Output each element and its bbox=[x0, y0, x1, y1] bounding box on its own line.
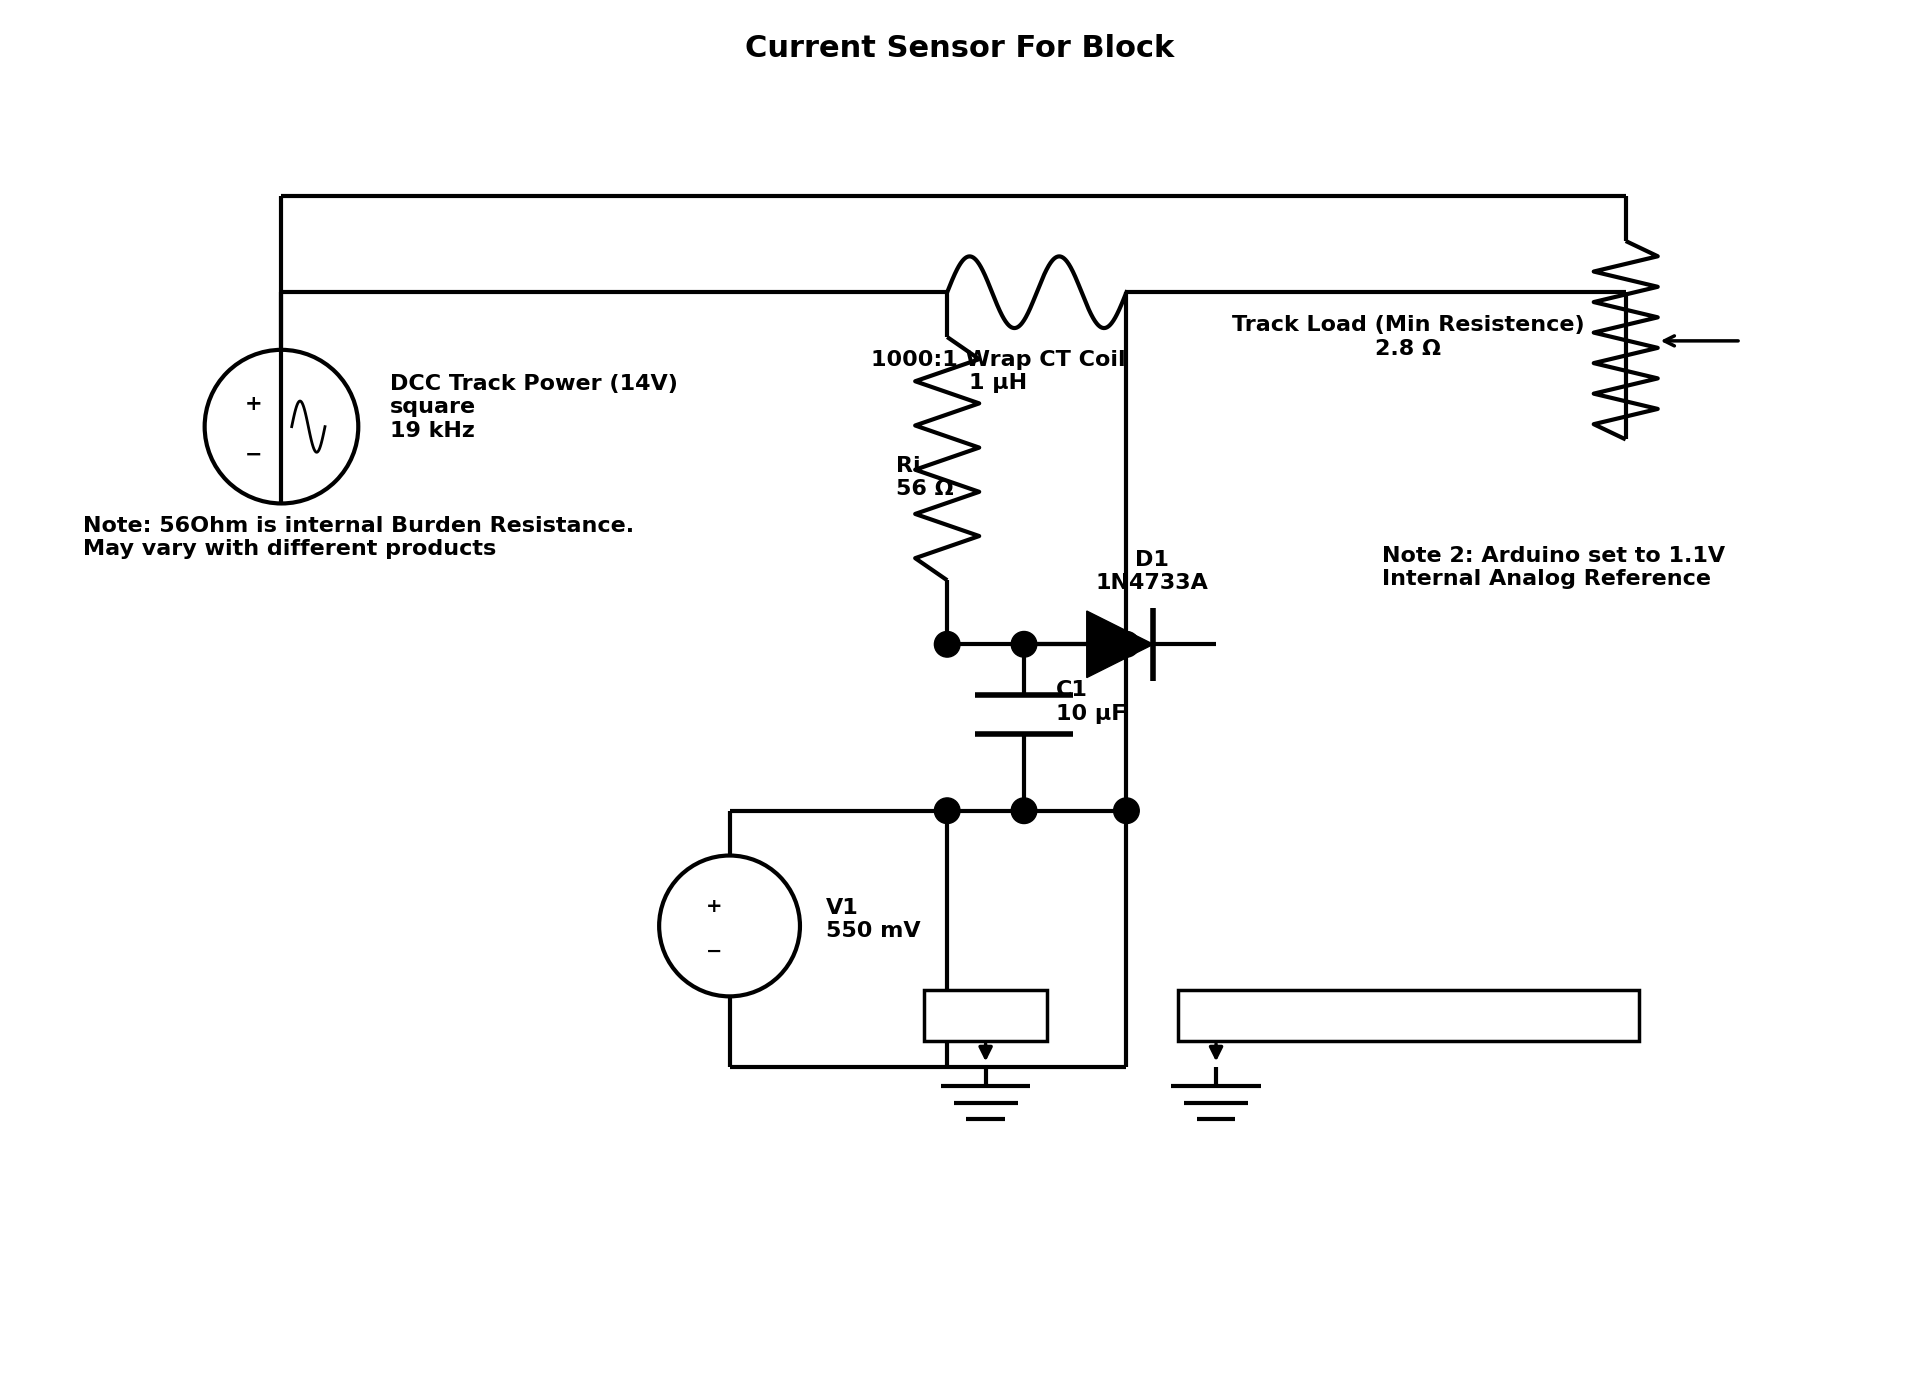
Circle shape bbox=[1012, 632, 1037, 657]
FancyBboxPatch shape bbox=[924, 990, 1046, 1042]
Text: −: − bbox=[244, 445, 261, 465]
Text: Current Sensor For Block: Current Sensor For Block bbox=[745, 35, 1175, 64]
Text: V1
550 mV: V1 550 mV bbox=[826, 899, 920, 942]
Text: C1
10 μF: C1 10 μF bbox=[1056, 680, 1127, 723]
Text: +: + bbox=[244, 394, 263, 413]
Text: −: − bbox=[707, 942, 722, 961]
Text: GND: GND bbox=[962, 1006, 1010, 1025]
Polygon shape bbox=[1087, 611, 1154, 677]
Text: D1
1N4733A: D1 1N4733A bbox=[1096, 549, 1208, 593]
Text: Ri
56 Ω: Ri 56 Ω bbox=[897, 456, 954, 499]
Text: Note 2: Arduino set to 1.1V
Internal Analog Reference: Note 2: Arduino set to 1.1V Internal Ana… bbox=[1382, 545, 1726, 588]
Text: Arduino Analog Input Pin A: Arduino Analog Input Pin A bbox=[1260, 1006, 1557, 1025]
FancyBboxPatch shape bbox=[1177, 990, 1638, 1042]
Text: DCC Track Power (14V)
square
19 kHz: DCC Track Power (14V) square 19 kHz bbox=[390, 374, 678, 441]
Text: +: + bbox=[707, 897, 722, 917]
Text: 1000:1 Wrap CT Coil
1 μH: 1000:1 Wrap CT Coil 1 μH bbox=[872, 349, 1125, 394]
Text: Note: 56Ohm is internal Burden Resistance.
May vary with different products: Note: 56Ohm is internal Burden Resistanc… bbox=[83, 516, 634, 559]
Circle shape bbox=[1114, 798, 1139, 823]
Text: Track Load (Min Resistence)
2.8 Ω: Track Load (Min Resistence) 2.8 Ω bbox=[1233, 316, 1584, 359]
Circle shape bbox=[1114, 632, 1139, 657]
Circle shape bbox=[1012, 798, 1037, 823]
Circle shape bbox=[935, 632, 960, 657]
Circle shape bbox=[935, 798, 960, 823]
